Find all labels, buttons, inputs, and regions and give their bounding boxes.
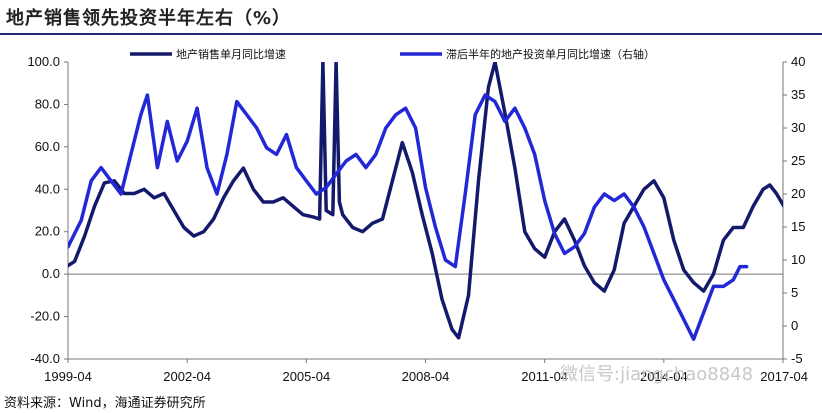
left-y-tick-label: 60.0	[35, 139, 60, 154]
right-y-tick-label: -5	[791, 351, 803, 366]
right-y-tick-label: 35	[791, 87, 805, 102]
x-tick-label: 1999-04	[44, 369, 92, 384]
right-y-tick-label: 25	[791, 153, 805, 168]
left-y-tick-label: 20.0	[35, 224, 60, 239]
title-divider	[0, 33, 822, 35]
legend-label: 地产销售单月同比增速	[176, 47, 286, 61]
right-y-tick-label: 0	[791, 318, 798, 333]
right-y-tick-label: 30	[791, 120, 805, 135]
right-y-tick-label: 20	[791, 186, 805, 201]
chart-title: 地产销售领先投资半年左右（%）	[6, 8, 292, 29]
series-line-sales	[68, 62, 783, 340]
right-y-tick-label: 5	[791, 285, 798, 300]
left-y-tick-label: -40.0	[30, 351, 60, 366]
x-tick-label: 2017-04	[760, 369, 808, 384]
source-note: 资料来源：Wind，海通证券研究所	[4, 396, 206, 411]
right-y-tick-label: 40	[791, 54, 805, 69]
left-y-tick-label: 0.0	[42, 266, 60, 281]
series-line-investment	[68, 93, 749, 341]
left-y-tick-label: 80.0	[35, 96, 60, 111]
watermark: 微信号:jiangchao8848	[560, 364, 754, 385]
legend-label: 滞后半年的地产投资单月同比增速（右轴）	[446, 47, 655, 61]
left-y-tick-label: 40.0	[35, 181, 60, 196]
left-y-tick-label: 100.0	[27, 54, 60, 69]
x-tick-label: 2008-04	[402, 369, 450, 384]
right-y-tick-label: 15	[791, 219, 805, 234]
left-y-tick-label: -20.0	[30, 309, 60, 324]
x-tick-label: 2005-04	[282, 369, 330, 384]
right-y-tick-label: 10	[791, 252, 805, 267]
chart-canvas: 100.0 80.0 60.0 40.0 20.0 0.0 -20.0 -40.0 40 35 30…	[27, 47, 808, 384]
x-tick-label: 2002-04	[163, 369, 211, 384]
x-tick-label: 2014-04	[640, 369, 688, 384]
x-tick-label: 2011-04	[521, 369, 568, 384]
